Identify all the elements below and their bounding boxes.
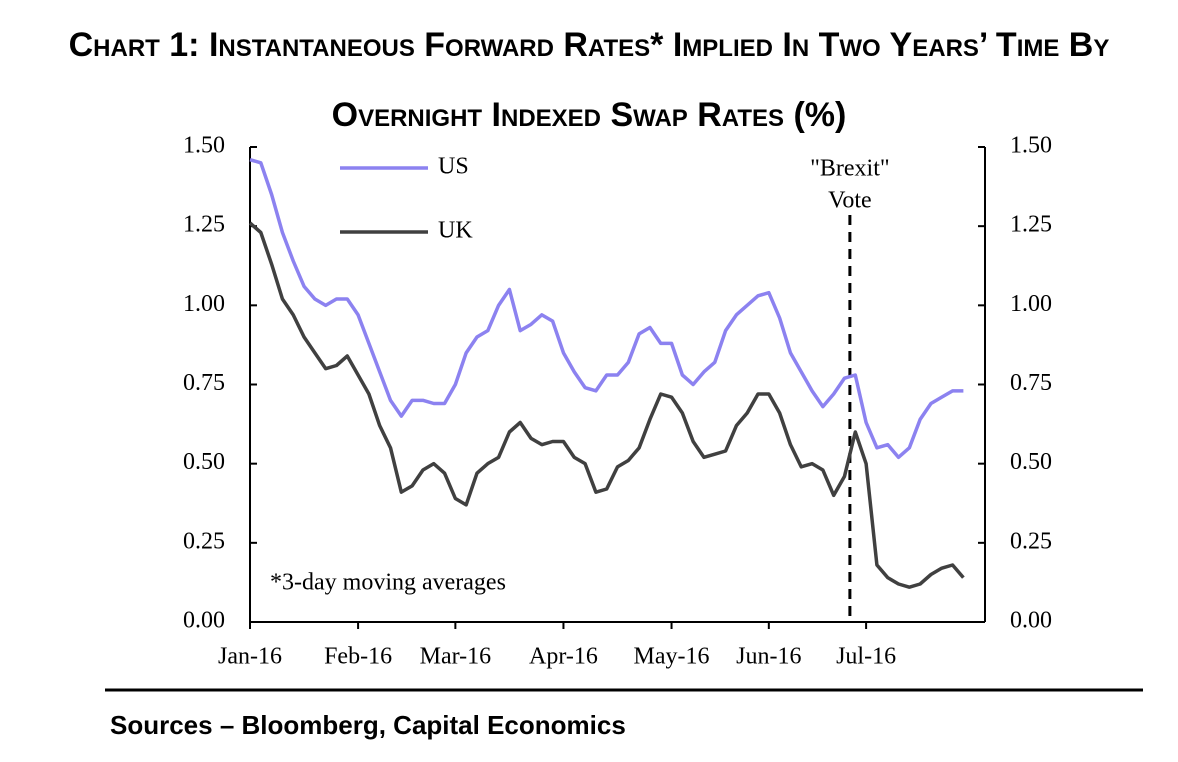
y-tick-label: 0.50 <box>183 449 225 475</box>
x-tick-label: Jan-16 <box>218 644 282 670</box>
y-tick-label: 1.50 <box>183 133 225 159</box>
x-tick-label: Mar-16 <box>420 644 492 670</box>
y2-tick-label: 0.50 <box>1010 449 1052 475</box>
y2-tick-label: 0.00 <box>1010 608 1052 634</box>
source-note: Sources – Bloomberg, Capital Economics <box>110 710 626 740</box>
series-line <box>248 221 965 589</box>
y-tick-label: 1.00 <box>183 291 225 317</box>
x-tick-label: May-16 <box>634 644 710 670</box>
series-line <box>249 157 964 460</box>
y-tick-label: 0.00 <box>183 608 225 634</box>
y-tick-label: 0.25 <box>183 528 225 554</box>
y2-tick-label: 1.50 <box>1010 133 1052 159</box>
y2-tick-label: 1.00 <box>1010 291 1052 317</box>
x-tick-label: Apr-16 <box>529 644 598 670</box>
x-tick-label: Jun-16 <box>736 644 801 670</box>
y-tick-label: 0.75 <box>183 370 225 396</box>
chart-title: Chart 1: Instantaneous Forward Rates* Im… <box>68 26 1110 134</box>
y2-tick-label: 0.75 <box>1010 370 1052 396</box>
legend-label: US <box>438 154 469 180</box>
x-tick-label: Feb-16 <box>324 644 392 670</box>
legend-label: UK <box>438 218 473 244</box>
annotation: *3-day moving averages <box>270 570 506 596</box>
y-tick-label: 1.25 <box>183 212 225 238</box>
y2-tick-label: 1.25 <box>1010 212 1052 238</box>
x-tick-label: Jul-16 <box>836 644 896 670</box>
y2-tick-label: 0.25 <box>1010 528 1052 554</box>
event-label: Vote <box>828 188 872 214</box>
event-label: "Brexit" <box>810 156 890 182</box>
